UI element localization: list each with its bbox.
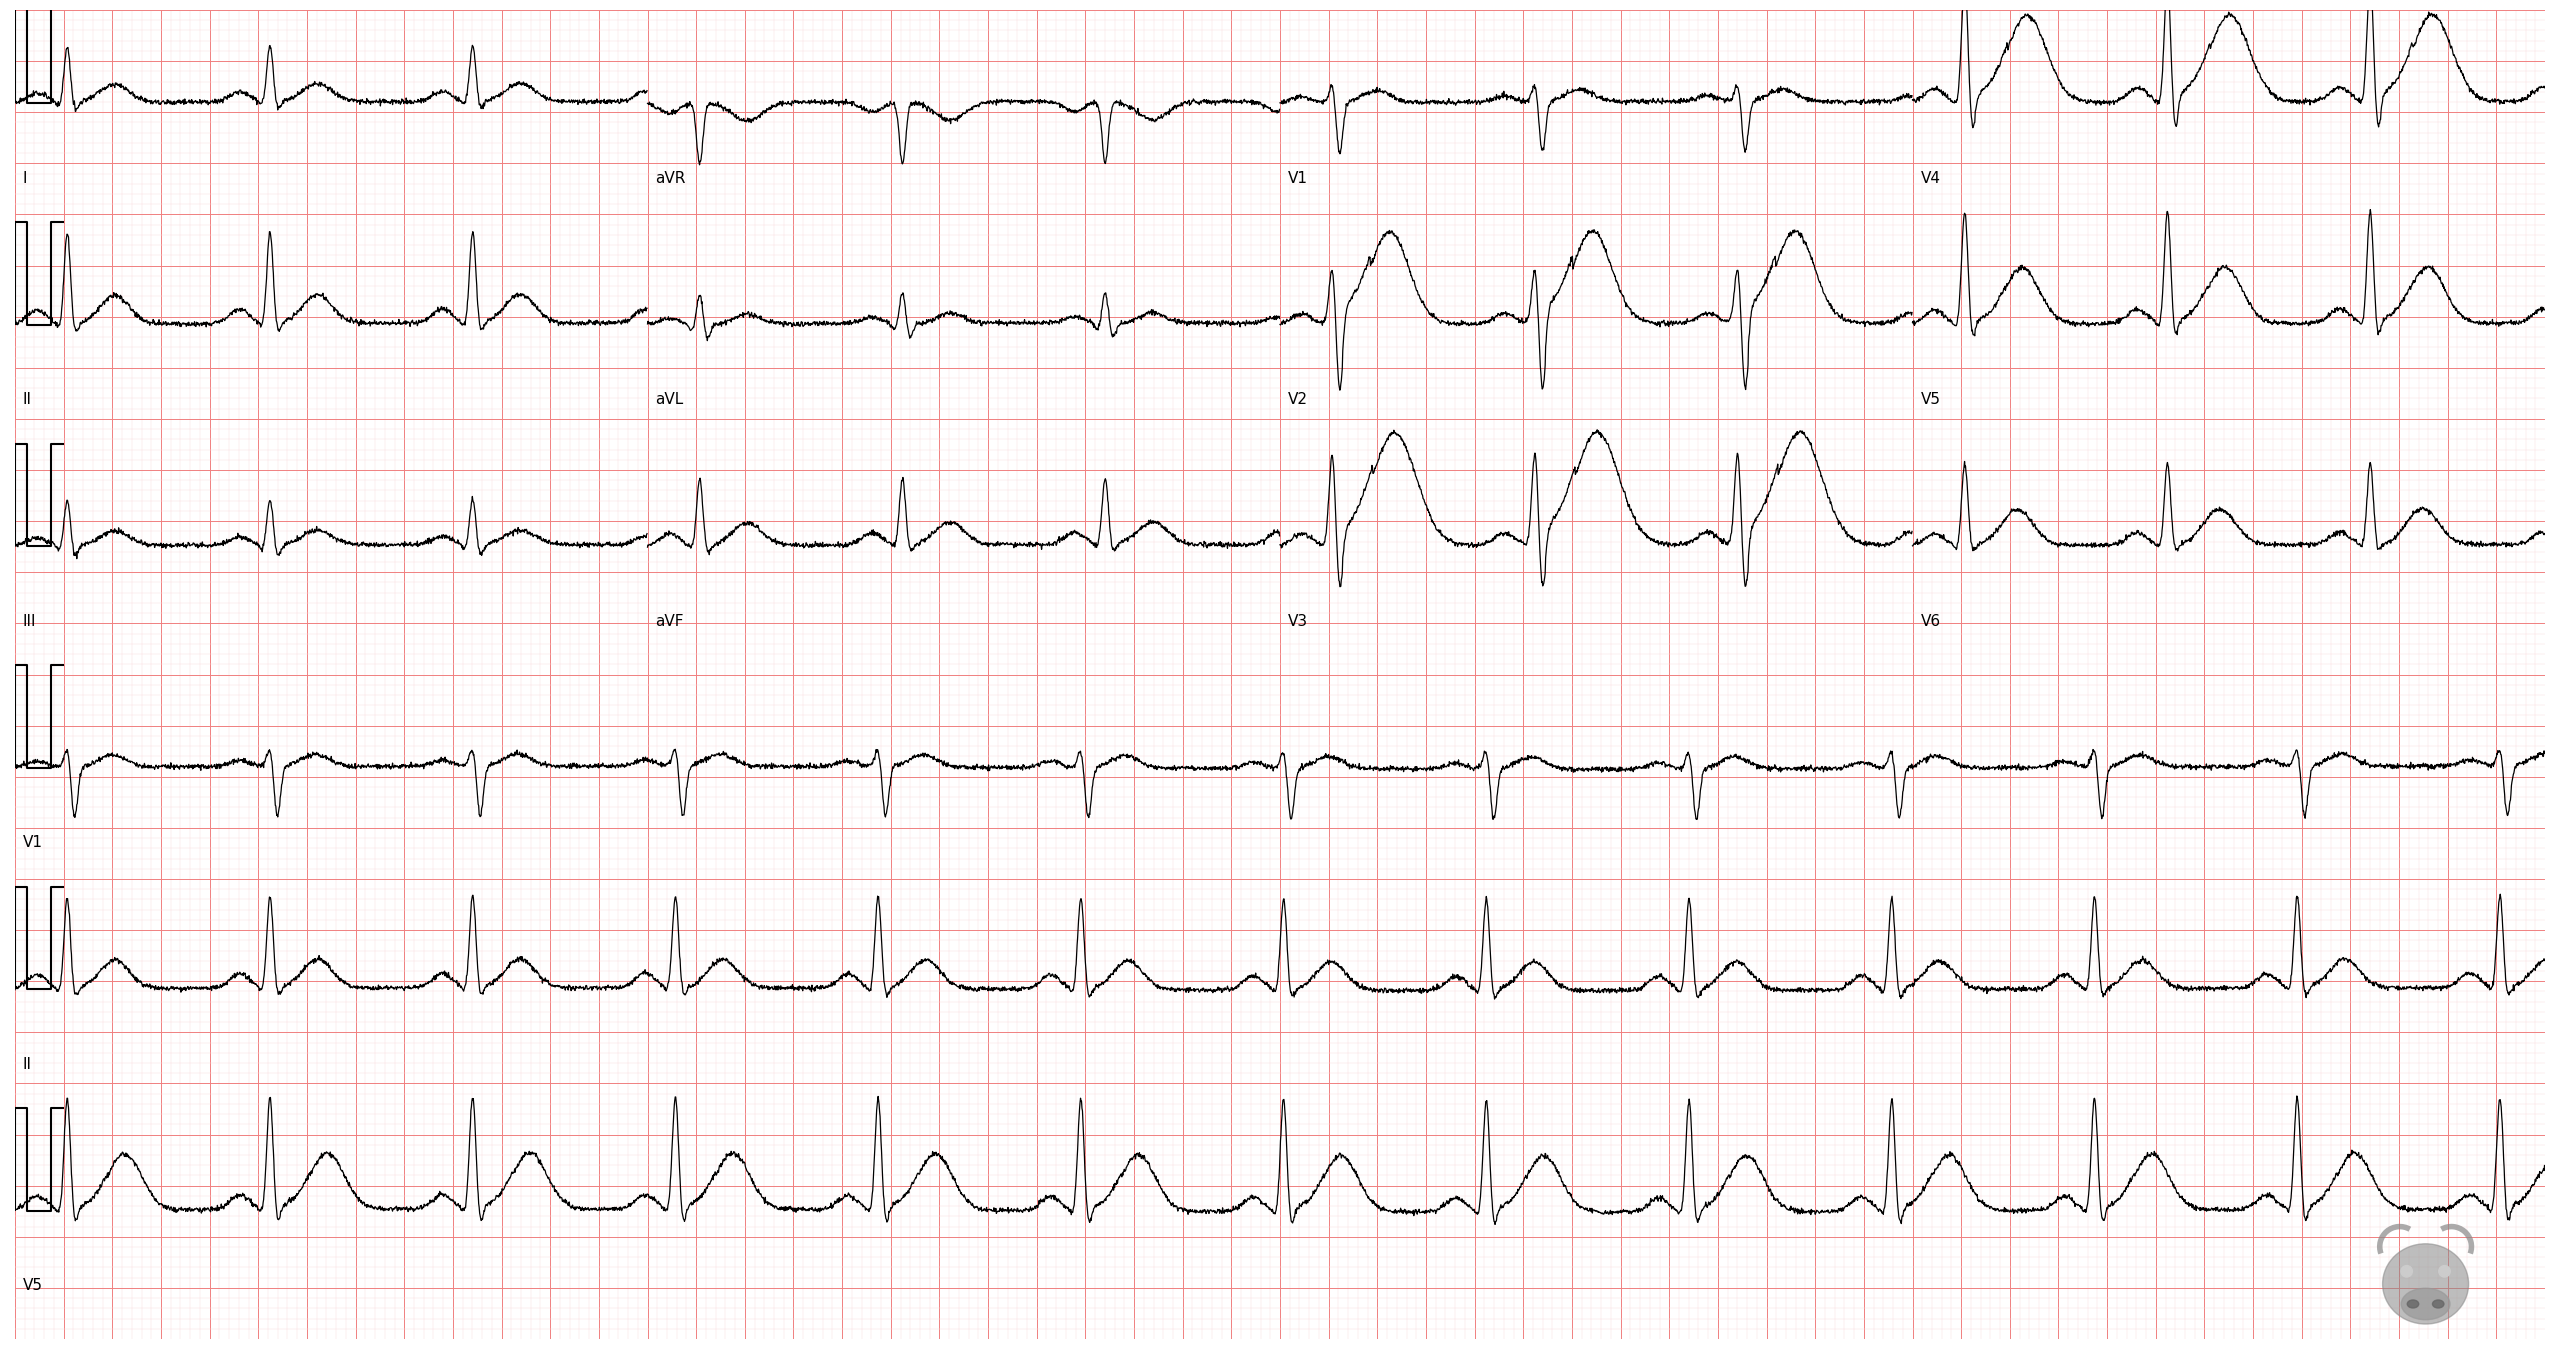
Text: III: III	[23, 614, 36, 629]
Circle shape	[2440, 1265, 2450, 1278]
Text: aVF: aVF	[655, 614, 684, 629]
Ellipse shape	[2383, 1244, 2468, 1325]
Text: V1: V1	[23, 835, 44, 850]
Text: V5: V5	[1920, 393, 1940, 407]
Text: V3: V3	[1288, 614, 1308, 629]
Text: V5: V5	[23, 1279, 44, 1294]
Text: II: II	[23, 393, 31, 407]
Text: aVR: aVR	[655, 171, 686, 186]
Circle shape	[2401, 1265, 2412, 1278]
Text: V2: V2	[1288, 393, 1308, 407]
Text: aVL: aVL	[655, 393, 684, 407]
Text: V1: V1	[1288, 171, 1308, 186]
Text: V6: V6	[1920, 614, 1940, 629]
Ellipse shape	[2401, 1288, 2450, 1319]
Ellipse shape	[2432, 1300, 2445, 1309]
Text: I: I	[23, 171, 28, 186]
Ellipse shape	[2406, 1300, 2419, 1309]
Text: V4: V4	[1920, 171, 1940, 186]
Text: II: II	[23, 1056, 31, 1071]
